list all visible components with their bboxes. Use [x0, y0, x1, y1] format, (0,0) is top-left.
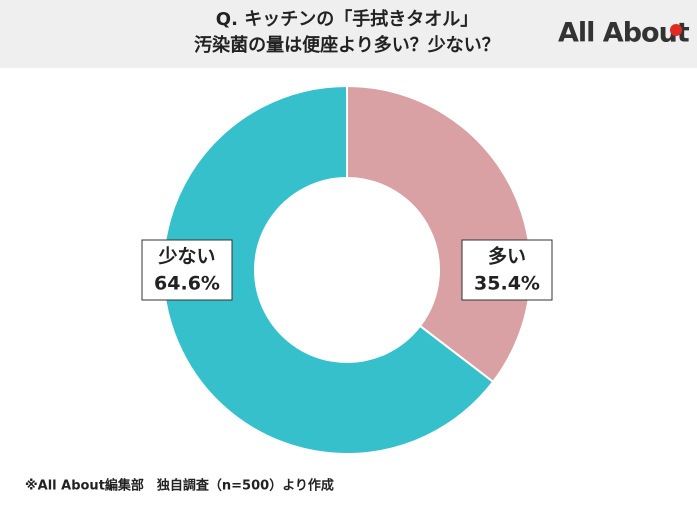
note: ※All About編集部 独自調査（n=500）より作成 — [25, 478, 334, 494]
slice-label: 多い — [488, 245, 526, 268]
logo: All About — [558, 18, 690, 49]
slice-label: 少ない — [157, 246, 215, 268]
slice — [162, 84, 495, 455]
label-box — [461, 239, 553, 301]
chart-title: 汚染菌の量は便座より多い？少ない？ — [194, 34, 500, 56]
slice — [346, 84, 532, 384]
label-box — [141, 239, 233, 301]
value-label: 35.4% — [474, 273, 540, 295]
chart-title: Q. キッチンの「手拭きタオル」 — [216, 8, 478, 30]
logo-dot — [670, 24, 682, 36]
value-label: 64.6% — [154, 273, 220, 295]
header-band — [0, 0, 697, 68]
